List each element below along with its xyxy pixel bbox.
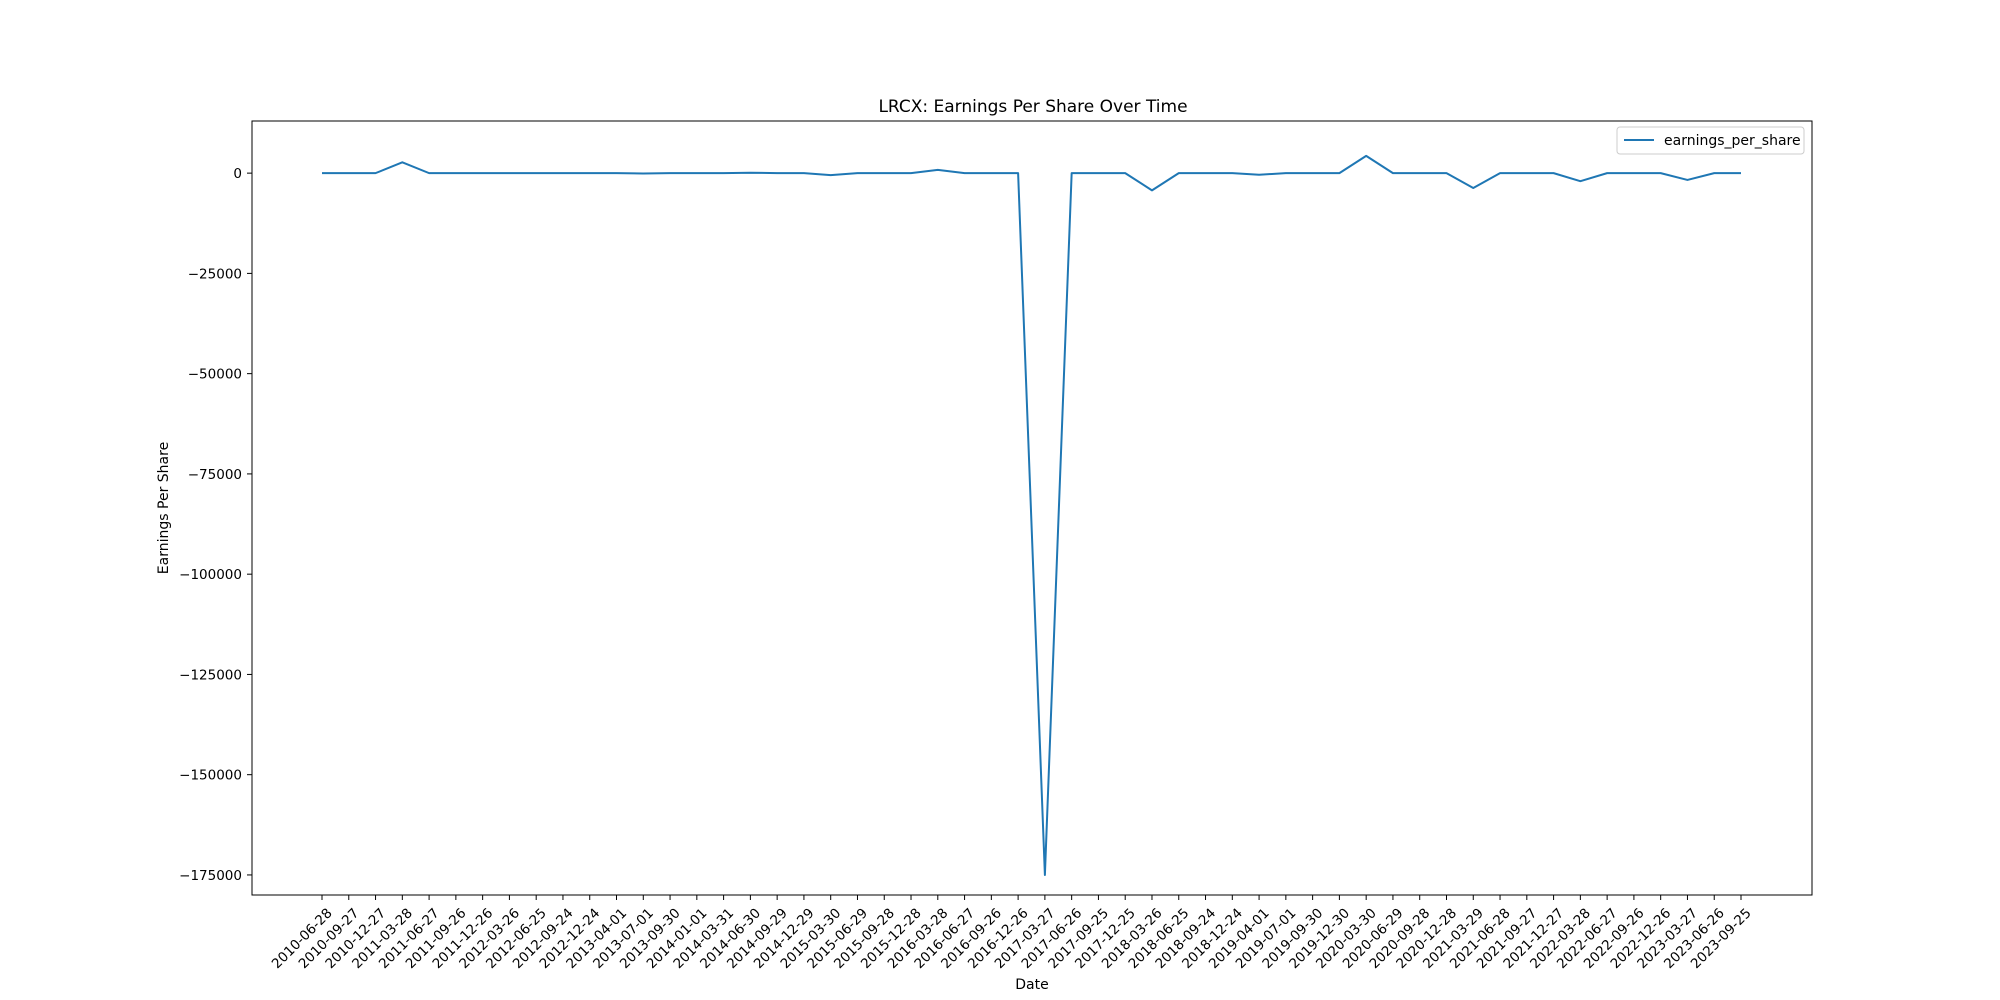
y-tick-label: −125000 — [179, 667, 242, 683]
y-axis-label: Earnings Per Share — [156, 442, 172, 574]
y-tick-label: −100000 — [179, 567, 242, 583]
chart-title: LRCX: Earnings Per Share Over Time — [878, 97, 1187, 117]
y-tick-label: −50000 — [188, 367, 242, 383]
legend-label: earnings_per_share — [1664, 133, 1801, 149]
y-tick-label: −150000 — [179, 768, 242, 784]
y-tick-label: −175000 — [179, 868, 242, 884]
series-line-earnings-per-share — [322, 154, 1741, 876]
x-axis: 2010-06-282010-09-272010-12-272011-03-28… — [269, 895, 1755, 972]
legend-box — [1616, 126, 1805, 155]
x-axis-label: Date — [1015, 977, 1048, 993]
legend: earnings_per_share — [1616, 126, 1805, 155]
y-axis: 0 −25000 −50000 −75000 −100000 −125000 −150000… — [179, 166, 252, 884]
y-tick-label: −75000 — [188, 467, 242, 483]
axes-frame — [251, 120, 1813, 896]
y-tick-label: 0 — [233, 166, 242, 182]
y-tick-label: −25000 — [188, 266, 242, 282]
plot-area — [251, 120, 1813, 896]
